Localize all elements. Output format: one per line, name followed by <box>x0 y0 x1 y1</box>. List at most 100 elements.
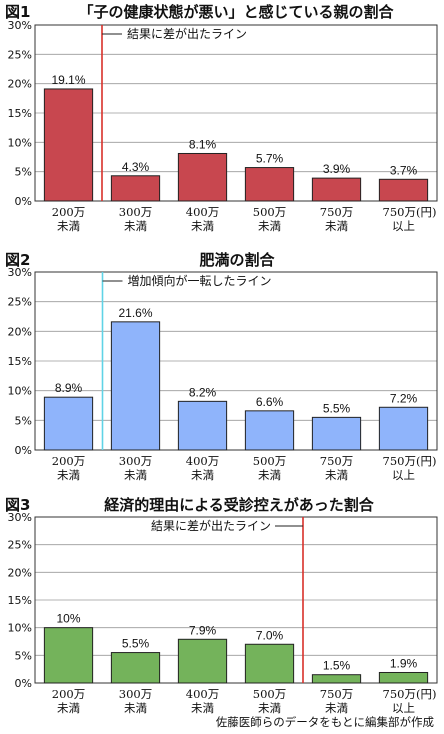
category-label-3-1: 未満 <box>258 701 281 715</box>
category-label-5-1: 以上 <box>392 701 415 715</box>
y-tick-0%: 0% <box>15 444 32 457</box>
data-label-4: 5.5% <box>323 401 351 415</box>
y-tick-0%: 0% <box>15 677 32 690</box>
y-tick-5%: 5% <box>15 414 32 427</box>
y-tick-10%: 10% <box>8 385 32 398</box>
category-label-4-0: 750万 <box>320 454 353 468</box>
plot-frame <box>34 271 438 451</box>
category-label-2-1: 未満 <box>191 219 214 233</box>
category-label-3-1: 未満 <box>258 219 281 233</box>
y-tick-20%: 20% <box>8 78 32 91</box>
category-label-0-1: 未満 <box>57 219 80 233</box>
figure-3-label: 図3 <box>5 496 31 514</box>
bar-2 <box>177 400 228 451</box>
data-label-0: 10% <box>56 612 80 626</box>
category-label-5-0: 750万(円) <box>383 687 437 701</box>
category-label-0-0: 200万 <box>52 205 85 219</box>
bar-3 <box>244 410 295 451</box>
category-label-0-1: 未満 <box>57 701 80 715</box>
category-label-3-0: 500万 <box>253 454 286 468</box>
category-label-5-0: 750万(円) <box>383 205 437 219</box>
data-label-1: 4.3% <box>122 160 150 174</box>
annotation-text: 増加傾向が一転したライン <box>128 273 272 288</box>
data-label-4: 3.9% <box>323 162 351 176</box>
figure-2: 図2 肥満の割合 0% 5% 10% 15% 20% 25% 30% 8.9% 200万 未満 21… <box>0 248 444 493</box>
category-label-2-1: 未満 <box>191 468 214 482</box>
y-tick-25%: 25% <box>8 48 32 61</box>
y-tick-5%: 5% <box>15 166 32 179</box>
bar-4 <box>311 416 362 451</box>
category-label-5-1: 以上 <box>392 468 415 482</box>
figure-1-title: 「子の健康状態が悪い」と感じている親の割合 <box>78 3 394 21</box>
y-tick-10%: 10% <box>8 622 32 635</box>
category-label-4-1: 未満 <box>325 468 348 482</box>
y-tick-10%: 10% <box>8 136 32 149</box>
source-credit: 佐藤医師らのデータをもとに編集部が作成 <box>215 715 434 729</box>
y-tick-0%: 0% <box>15 195 32 208</box>
y-tick-20%: 20% <box>8 566 32 579</box>
category-label-4-1: 未満 <box>325 701 348 715</box>
category-label-2-0: 400万 <box>186 454 219 468</box>
annotation-text: 結果に差が出たライン <box>127 26 247 41</box>
y-tick-25%: 25% <box>8 539 32 552</box>
plot-frame <box>34 24 438 202</box>
bar-5 <box>378 406 429 451</box>
category-label-1-0: 300万 <box>119 205 152 219</box>
bar-1 <box>110 175 161 202</box>
data-label-2: 8.2% <box>189 385 217 399</box>
bar-5 <box>378 178 429 202</box>
y-tick-15%: 15% <box>8 107 32 120</box>
bar-0 <box>43 396 94 451</box>
category-label-2-0: 400万 <box>186 687 219 701</box>
data-label-2: 8.1% <box>189 137 217 151</box>
category-label-4-0: 750万 <box>320 205 353 219</box>
category-label-1-1: 未満 <box>124 468 147 482</box>
category-label-1-1: 未満 <box>124 219 147 233</box>
data-label-2: 7.9% <box>189 623 217 637</box>
category-label-2-1: 未満 <box>191 701 214 715</box>
bar-4 <box>311 177 362 202</box>
y-tick-15%: 15% <box>8 594 32 607</box>
y-tick-30%: 30% <box>8 19 32 32</box>
category-label-4-1: 未満 <box>325 219 348 233</box>
data-label-5: 1.9% <box>390 656 418 670</box>
data-label-3: 5.7% <box>256 152 284 166</box>
figure-1-label: 図1 <box>5 3 31 21</box>
bar-1 <box>110 652 161 684</box>
category-label-5-1: 以上 <box>392 219 415 233</box>
data-label-5: 7.2% <box>390 391 418 405</box>
category-label-3-0: 500万 <box>253 205 286 219</box>
figure-2-label: 図2 <box>5 251 31 269</box>
bar-3 <box>244 167 295 202</box>
annotation-text: 結果に差が出たライン <box>151 518 271 533</box>
figure-3: 図3 経済的理由による受診控えがあった割合 0% 5% 10% 15% 20% 25% 30… <box>0 493 444 734</box>
y-tick-25%: 25% <box>8 296 32 309</box>
data-label-1: 5.5% <box>122 637 150 651</box>
category-label-5-0: 750万(円) <box>383 454 437 468</box>
category-label-3-0: 500万 <box>253 687 286 701</box>
data-label-0: 8.9% <box>55 381 83 395</box>
y-tick-30%: 30% <box>8 266 32 279</box>
y-tick-5%: 5% <box>15 649 32 662</box>
bar-0 <box>43 627 94 684</box>
category-label-1-0: 300万 <box>119 454 152 468</box>
bar-2 <box>177 152 228 202</box>
category-label-2-0: 400万 <box>186 205 219 219</box>
bar-1 <box>110 321 161 451</box>
figure-1: 図1 「子の健康状態が悪い」と感じている親の割合 0% 5% 10% 15% 20% 25… <box>0 0 444 248</box>
y-tick-20%: 20% <box>8 325 32 338</box>
data-label-1: 21.6% <box>118 306 152 320</box>
category-label-3-1: 未満 <box>258 468 281 482</box>
figure-3-title-row: 図3 経済的理由による受診控えがあった割合 <box>0 493 444 515</box>
category-label-1-1: 未満 <box>124 701 147 715</box>
data-label-3: 7.0% <box>256 628 284 642</box>
plot-frame <box>34 516 438 684</box>
data-label-5: 3.7% <box>390 163 418 177</box>
category-label-0-0: 200万 <box>52 454 85 468</box>
bar-2 <box>177 638 228 684</box>
bar-0 <box>43 88 94 202</box>
category-label-0-1: 未満 <box>57 468 80 482</box>
